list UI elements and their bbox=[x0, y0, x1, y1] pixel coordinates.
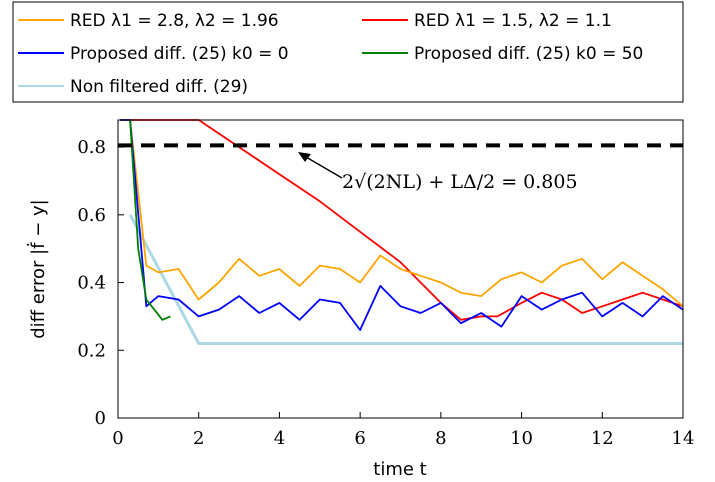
plot-lines bbox=[118, 120, 683, 344]
x-tick-label: 10 bbox=[510, 428, 533, 449]
y-tick-label: 0.4 bbox=[77, 273, 106, 294]
series-line-red-1-1-5-2-1-1 bbox=[130, 120, 683, 320]
y-tick-label: 0.2 bbox=[77, 340, 106, 361]
x-axis-label: time t bbox=[373, 459, 426, 480]
annotation-arrow bbox=[306, 157, 342, 178]
x-tick-label: 2 bbox=[193, 428, 204, 449]
x-tick-label: 0 bbox=[112, 428, 123, 449]
series-line-proposed-diff-25-k0-50 bbox=[130, 120, 170, 320]
legend-label: RED λ1 = 1.5, λ2 = 1.1 bbox=[414, 11, 612, 31]
x-tick-label: 8 bbox=[435, 428, 446, 449]
annotation-arrowhead bbox=[298, 152, 311, 162]
series-line-red-1-2-8-2-1-96 bbox=[120, 120, 683, 306]
y-tick-label: 0.6 bbox=[77, 205, 106, 226]
x-tick-label: 6 bbox=[354, 428, 365, 449]
series-line-proposed-diff-25-k0-0 bbox=[120, 120, 683, 330]
legend-label: Non filtered diff. (29) bbox=[70, 77, 248, 97]
y-tick-label: 0.8 bbox=[77, 137, 106, 158]
x-tick-label: 4 bbox=[274, 428, 285, 449]
x-tick-label: 14 bbox=[672, 428, 695, 449]
y-axis-label: diff error |ḟ − y| bbox=[27, 199, 49, 339]
x-tick-label: 12 bbox=[591, 428, 614, 449]
annotation-text: 2√(2NL) + LΔ/2 = 0.805 bbox=[342, 171, 578, 193]
legend-label: Proposed diff. (25) k0 = 50 bbox=[414, 44, 643, 64]
legend-label: Proposed diff. (25) k0 = 0 bbox=[70, 44, 289, 64]
y-tick-label: 0 bbox=[95, 408, 106, 429]
series-line-non-filtered-diff-29 bbox=[130, 215, 683, 344]
legend-label: RED λ1 = 2.8, λ2 = 1.96 bbox=[70, 11, 279, 31]
